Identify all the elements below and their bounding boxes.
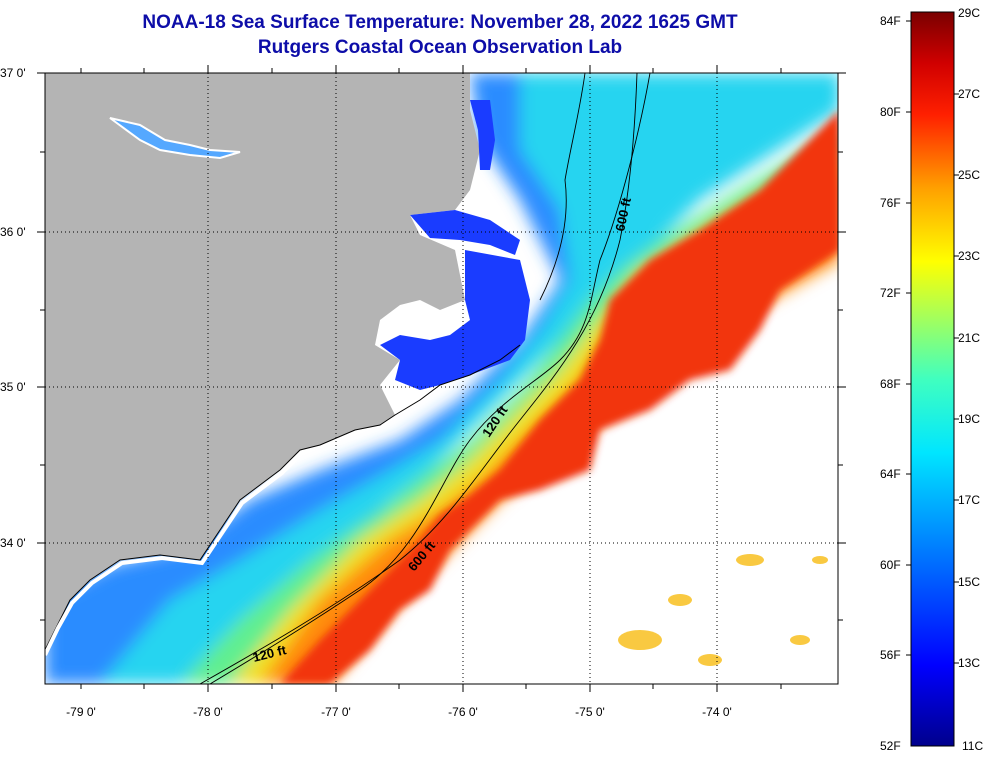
colorbar-f-56: 56F [880,648,901,662]
lat-label-35: 35 0' [0,380,26,394]
colorbar-f-76: 76F [880,196,901,210]
contour-label-600ft-north: 600 ft [612,196,634,233]
colorbar-f-64: 64F [880,467,901,481]
tick-marks [37,65,846,692]
bathymetry-contours [199,73,651,684]
colorbar-c-11: 11C [962,739,983,753]
inland-lakes [109,117,241,160]
colorbar-f-68: 68F [880,377,901,391]
colorbar: 84F 80F 76F 72F 68F 64F 60F 56F 52F 29C … [880,6,983,753]
sounds [380,100,530,390]
colorbar-c-15: 15C [958,575,980,589]
lat-label-37: 37 0' [0,66,26,80]
warm-patches [618,554,828,666]
colorbar-f-72: 72F [880,286,901,300]
lon-label-74: -74 0' [702,705,732,719]
colorbar-f-84: 84F [880,14,901,28]
colorbar-ticks [906,20,959,664]
lon-label-77: -77 0' [321,705,351,719]
colorbar-gradient [910,11,955,747]
colorbar-c-27: 27C [958,87,980,101]
lon-label-78: -78 0' [193,705,223,719]
map-title: NOAA-18 Sea Surface Temperature: Novembe… [142,12,738,33]
coastal-cloud-edge [45,451,304,656]
graticule [45,73,838,684]
colorbar-f-52: 52F [880,739,901,753]
lon-label-79: -79 0' [66,705,96,719]
colorbar-c-13: 13C [958,656,980,670]
lon-label-76: -76 0' [448,705,478,719]
colorbar-c-29: 29C [958,6,980,20]
map-imagery [45,73,838,684]
colorbar-c-17: 17C [958,493,980,507]
map-subtitle: Rutgers Coastal Ocean Observation Lab [257,37,623,58]
colorbar-c-23: 23C [958,249,980,263]
coastline [45,344,521,651]
colorbar-c-19: 19C [958,412,980,426]
colorbar-f-60: 60F [880,558,901,572]
map-frame [44,72,839,685]
gulf-stream-warm-water [280,112,838,684]
water-band-cyan [100,73,838,684]
land [45,73,480,650]
colorbar-c-21: 21C [958,331,980,345]
lat-label-36: 36 0' [0,225,26,239]
lon-label-75: -75 0' [575,705,605,719]
lat-label-34: 34 0' [0,536,26,550]
colorbar-f-80: 80F [880,105,901,119]
colorbar-c-25: 25C [958,168,980,182]
